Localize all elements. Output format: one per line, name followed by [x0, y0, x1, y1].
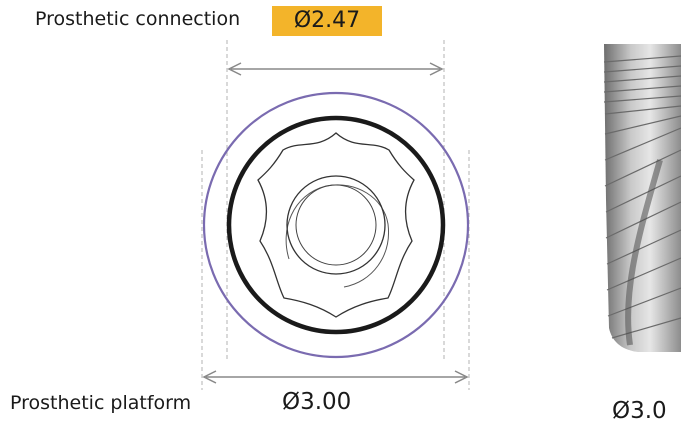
implant-threads — [603, 55, 681, 339]
screw-channel-outer — [286, 175, 386, 275]
platform-ring — [202, 91, 470, 359]
platform-dimension-arrow — [202, 370, 469, 384]
connection-ring — [226, 115, 446, 335]
connection-dimension-arrow — [227, 62, 444, 76]
prosthetic-connection-label: Prosthetic connection — [35, 8, 241, 30]
implant-diameter-value: Ø3.0 — [612, 398, 667, 424]
inner-thread-spiral — [285, 184, 389, 288]
implant-side-view — [603, 44, 681, 352]
screw-channel-inner — [295, 184, 377, 266]
implant-flute — [625, 159, 663, 346]
connection-diameter-badge: Ø2.47 — [272, 6, 382, 36]
extension-lines — [201, 40, 470, 390]
hexalobular-socket — [257, 132, 415, 318]
platform-diameter-value: Ø3.00 — [282, 389, 352, 415]
prosthetic-platform-label: Prosthetic platform — [10, 392, 192, 414]
